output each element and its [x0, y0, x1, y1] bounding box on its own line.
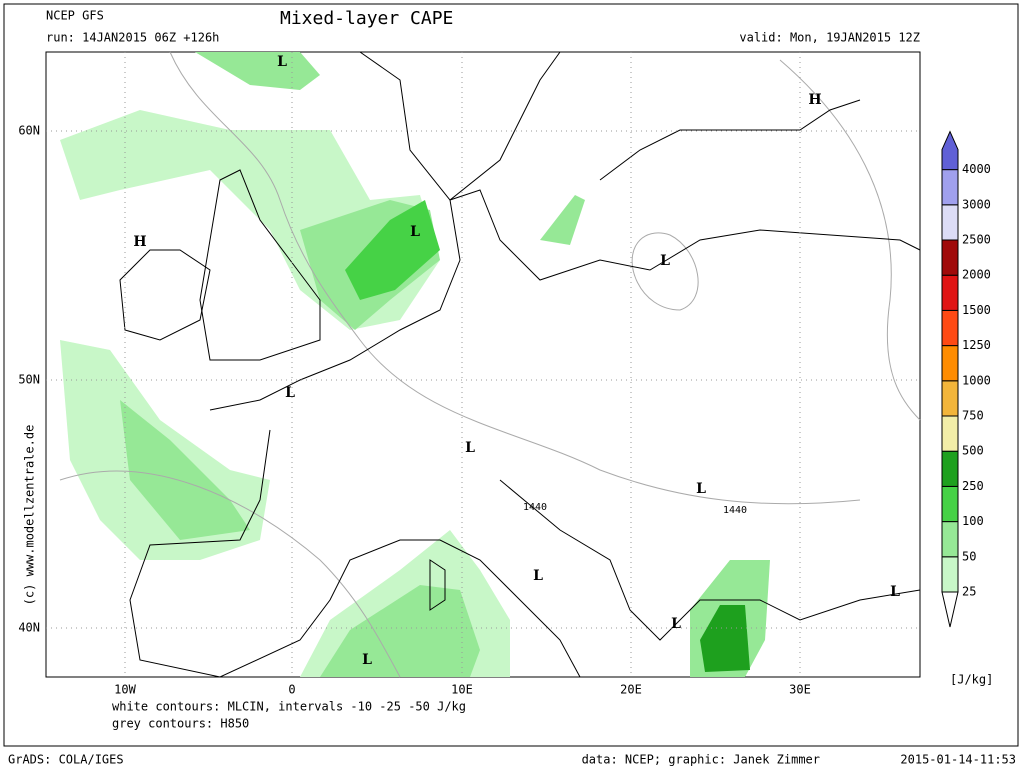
colorbar-label: 50 — [962, 549, 976, 563]
lon-label: 0 — [288, 683, 295, 697]
colorbar-segment — [941, 204, 959, 241]
colorbar-segment — [941, 345, 959, 382]
colorbar-label: 2500 — [962, 233, 991, 247]
cape-area — [540, 195, 585, 245]
height-contours — [59, 51, 921, 678]
contour — [779, 59, 921, 421]
lat-label: 40N — [18, 621, 40, 635]
pressure-center: L — [362, 652, 372, 668]
colorbar-segment — [941, 239, 959, 276]
contour — [59, 470, 401, 678]
chart-title: Mixed-layer CAPE — [280, 8, 453, 29]
colorbar-label: 750 — [962, 409, 984, 423]
colorbar-label: 4000 — [962, 162, 991, 176]
lon-label: 20E — [620, 683, 642, 697]
footer-left: GrADS: COLA/IGES — [8, 753, 124, 767]
footer-center: data: NCEP; graphic: Janek Zimmer — [582, 753, 820, 767]
colorbar-label: 1500 — [962, 303, 991, 317]
contour-label: 1440 — [723, 505, 747, 516]
pressure-center: L — [660, 253, 670, 269]
coastline — [199, 169, 321, 361]
map: 60N 50N 40N 10W 0 10E 20E 30E L H L H L L L L L L L L 1440 14… — [18, 51, 921, 697]
colorbar-label: 500 — [962, 444, 984, 458]
note: grey contours: H850 — [112, 717, 249, 731]
colorbar-segment — [941, 450, 959, 487]
pressure-center: L — [671, 616, 681, 632]
pressure-center: H — [808, 92, 821, 108]
colorbar-label: 1250 — [962, 338, 991, 352]
run-info: run: 14JAN2015 06Z +126h — [46, 31, 219, 45]
colorbar-label: 100 — [962, 514, 984, 528]
side-label: (c) www.modellzentrale.de — [23, 425, 37, 606]
colorbar-segment — [941, 521, 959, 558]
cape-area — [195, 52, 320, 90]
lon-label: 10E — [451, 683, 473, 697]
map-labels: 60N 50N 40N 10W 0 10E 20E 30E L H L H L L L L L L L L 1440 14… — [18, 54, 900, 697]
colorbar-unit: [J/kg] — [950, 673, 993, 687]
footer-right: 2015-01-14-11:53 — [900, 753, 1016, 767]
pressure-center: L — [465, 440, 475, 456]
coastline — [209, 189, 921, 411]
colorbar-segment — [941, 380, 959, 417]
coastline — [429, 559, 446, 611]
contour — [631, 232, 699, 311]
colorbar-segment — [941, 556, 959, 593]
lon-label: 10W — [114, 683, 136, 697]
pressure-center: L — [696, 481, 706, 497]
valid-time: valid: Mon, 19JAN2015 12Z — [739, 31, 920, 45]
note: white contours: MLCIN, intervals -10 -25… — [112, 700, 466, 714]
colorbar-arrow — [941, 130, 959, 171]
colorbar-segment — [941, 415, 959, 452]
cape-area — [320, 585, 480, 677]
contour — [169, 51, 861, 505]
cape-area — [120, 400, 250, 540]
cape-fill — [60, 52, 770, 677]
colorbar-label: 250 — [962, 479, 984, 493]
colorbar-segment — [941, 274, 959, 311]
colorbar-label: 3000 — [962, 197, 991, 211]
colorbar-label: 25 — [962, 585, 976, 599]
pressure-center: H — [133, 234, 146, 250]
colorbar-segment — [941, 309, 959, 347]
colorbar-segment — [941, 485, 959, 523]
contour-label: 1440 — [523, 502, 547, 513]
outer-frame — [3, 3, 1019, 747]
colorbar-label: 1000 — [962, 373, 991, 387]
cape-area — [700, 605, 750, 672]
pressure-center: L — [285, 385, 295, 401]
coastline — [499, 479, 921, 641]
pressure-center: L — [533, 568, 543, 584]
grid — [46, 52, 920, 677]
pressure-center: L — [277, 54, 287, 70]
coastlines — [119, 51, 921, 678]
lat-label: 50N — [18, 373, 40, 387]
pressure-center: L — [890, 584, 900, 600]
model-name: NCEP GFS — [46, 9, 104, 23]
colorbar-segment — [941, 169, 959, 206]
coastline — [359, 51, 561, 201]
colorbar: 25 50 100 250 500 750 1000 1250 1500 2000 2500 3000… — [941, 130, 993, 687]
pressure-center: L — [410, 224, 420, 240]
coastline — [129, 429, 581, 678]
colorbar-label: 2000 — [962, 268, 991, 282]
coastline — [119, 249, 211, 341]
cape-area — [345, 200, 440, 300]
lon-label: 30E — [789, 683, 811, 697]
coastline — [599, 99, 861, 181]
lat-label: 60N — [18, 124, 40, 138]
